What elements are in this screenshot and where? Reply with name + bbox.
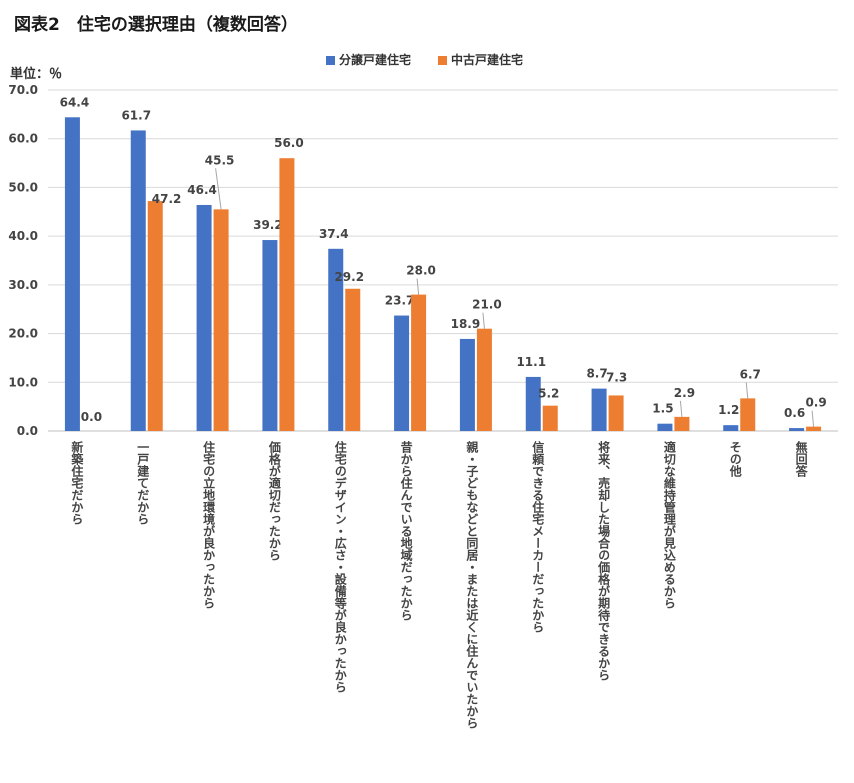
data-label: 45.5 [205,153,235,167]
data-label: 7.3 [606,370,627,384]
data-label: 29.2 [334,270,364,284]
category-label: 一戸建てだから [135,441,150,525]
data-label: 5.2 [538,387,559,401]
y-tick-label: 50.0 [8,180,38,194]
data-label: 0.0 [81,410,102,424]
bar-new [328,248,344,431]
data-label: 0.6 [784,406,805,420]
bar-used [674,416,690,431]
bar-used [411,294,427,431]
bar-used [147,201,163,431]
category-label: 信頼できる住宅メーカーだったから [530,441,545,633]
data-label: 8.7 [586,367,607,381]
category-label: 価格が適切だったから [267,441,282,561]
data-label: 1.2 [718,403,739,417]
data-label: 39.2 [253,218,283,232]
legend-entry-1: 分譲戸建住宅 [339,52,411,67]
legend-entry-2: 中古戸建住宅 [451,52,523,67]
bar-used [213,209,229,431]
data-label: 18.9 [451,317,481,331]
category-label: 昔から住んでいる地域だったから [399,441,414,621]
bar-used [345,288,361,431]
data-label: 64.4 [60,95,90,109]
leader-line [745,382,749,399]
bar-new [591,388,607,431]
y-tick-label: 60.0 [8,132,38,146]
bar-new [525,376,541,431]
data-label: 46.4 [187,183,217,197]
data-label: 21.0 [472,298,502,312]
y-tick-label: 40.0 [8,229,38,243]
leader-line [416,278,420,295]
bar-used [608,395,624,431]
bar-new [196,204,212,431]
category-label: 親・子どもなどと同居・または近くに住んでいたから [464,441,479,729]
y-tick-label: 70.0 [8,83,38,97]
bar-used [542,405,558,431]
bar-new [657,423,673,431]
bar-used [279,158,295,431]
category-label: 住宅の立地環境が良かったから [201,441,216,609]
data-label: 2.9 [674,386,695,400]
bar-new [262,240,278,431]
leader-line [215,168,222,210]
bar-new [394,315,410,431]
chart-title: 図表2 住宅の選択理由（複数回答） [14,15,298,35]
unit-label: 単位：％ [10,67,63,82]
y-tick-label: 10.0 [8,375,38,389]
category-label: 将来、売却した場合の価格が期待できるから [596,441,611,681]
data-label: 61.7 [121,108,151,122]
data-label: 1.5 [652,402,673,416]
data-label: 23.7 [385,294,415,308]
y-tick-label: 20.0 [8,327,38,341]
legend-swatch-1 [326,56,335,65]
data-label: 6.7 [740,367,761,381]
data-label: 56.0 [274,136,304,150]
data-label: 28.0 [406,264,436,278]
bar-new [130,130,146,431]
data-label: 47.2 [152,192,182,206]
y-tick-label: 0.0 [17,424,38,438]
y-tick-label: 30.0 [8,278,38,292]
data-label: 37.4 [319,227,349,241]
bar-used [806,426,822,431]
data-label: 0.9 [805,396,826,410]
bar-new [723,425,739,431]
bar-used [476,328,492,431]
legend-swatch-2 [438,56,447,65]
data-label: 11.1 [516,355,546,369]
leader-line [679,400,683,417]
bar-new [459,338,475,431]
category-label: 住宅のデザイン・広さ・設備等が良かったから [333,441,348,693]
category-label: 無回答 [794,441,809,477]
category-label: 新築住宅だから [69,441,84,525]
bar-new [789,428,805,431]
category-label: 適切な維持管理が見込めるから [662,441,677,609]
category-label: その他 [728,441,743,477]
leader-line [811,410,815,427]
bar-new [64,117,80,431]
bar-used [740,398,756,431]
leader-line [482,312,485,329]
